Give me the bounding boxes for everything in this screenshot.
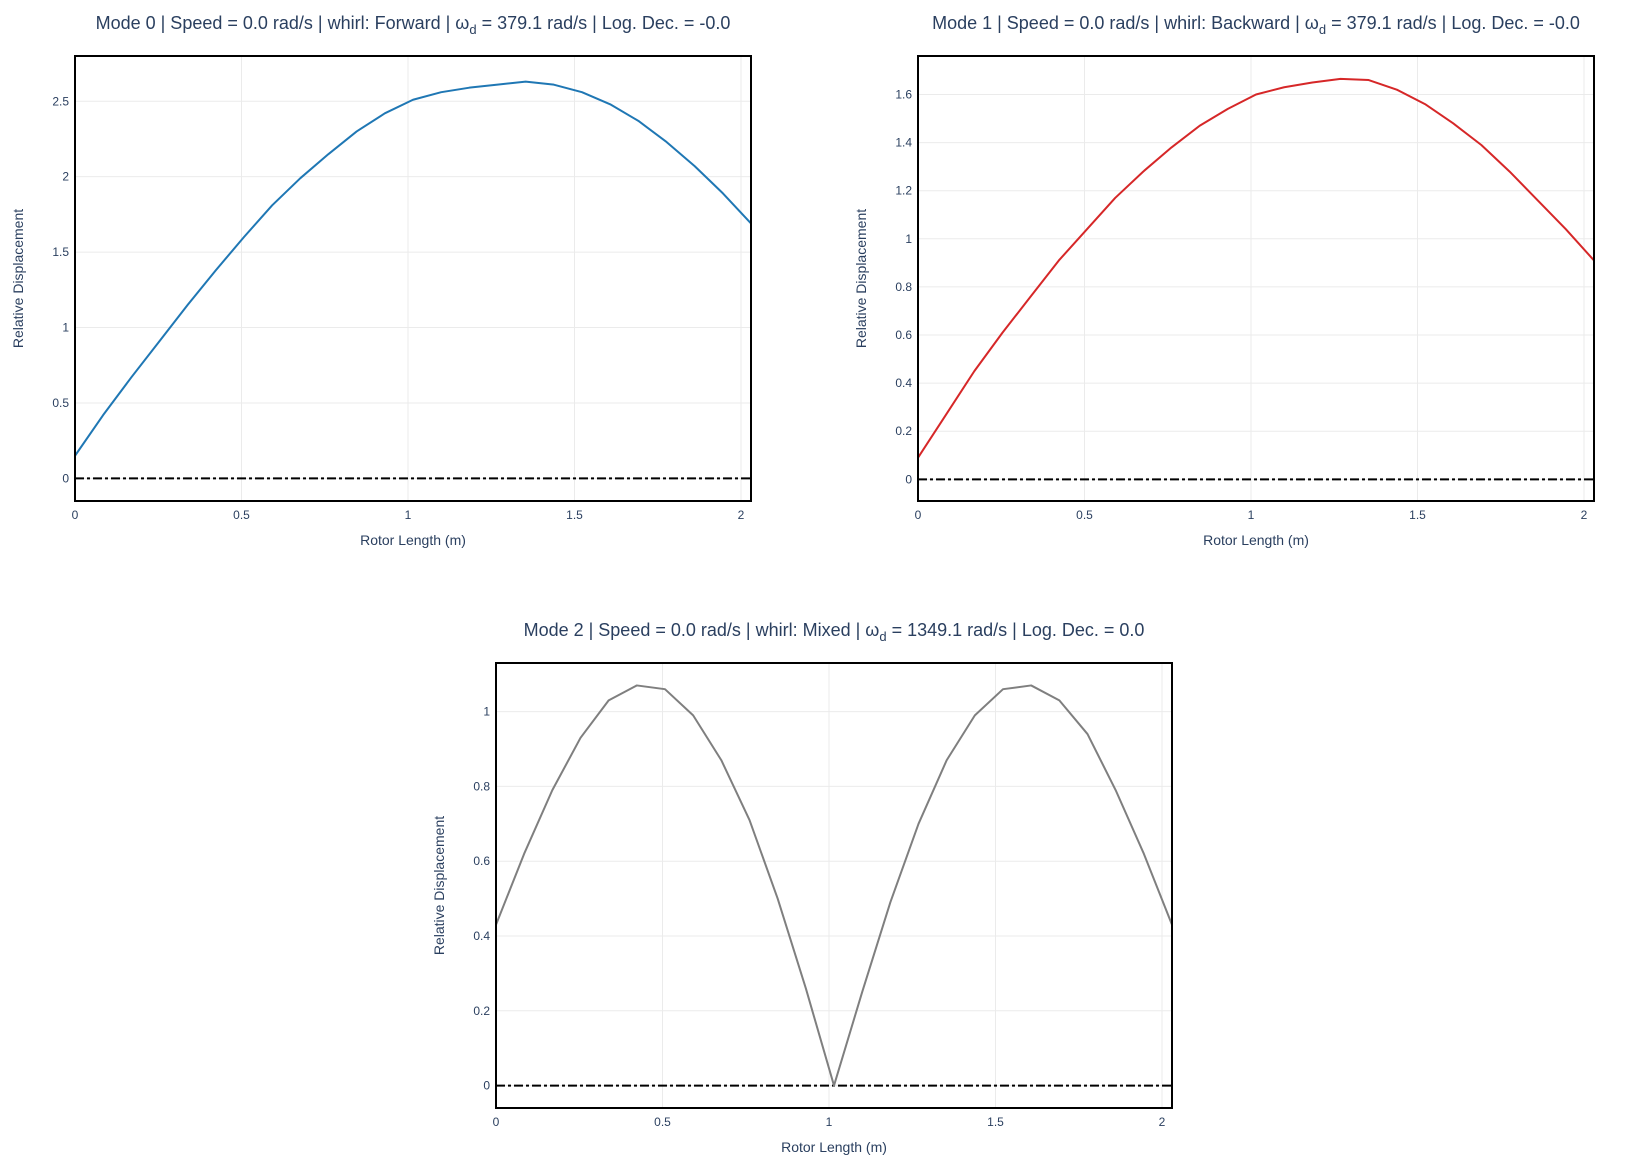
- y-tick-label-0-4: 0.4: [895, 376, 912, 390]
- y-tick-label-1: 1: [905, 232, 912, 246]
- mode-shape-line-1: [917, 77, 1595, 459]
- y-tick-label-1-5: 1.5: [52, 245, 69, 259]
- y-tick-label-0-4: 0.4: [473, 929, 490, 943]
- y-tick-label-0-2: 0.2: [473, 1004, 490, 1018]
- y-tick-label-0-5: 0.5: [52, 396, 69, 410]
- chart-title-prefix: Mode 1 | Speed = 0.0 rad/s | whirl: Back…: [932, 13, 1319, 33]
- y-tick-label-1: 1: [62, 321, 69, 335]
- y-axis-label: Relative Displacement: [853, 209, 869, 348]
- x-tick-label-0: 0: [493, 1115, 500, 1129]
- x-tick-label-1-5: 1.5: [987, 1115, 1004, 1129]
- y-axis-label: Relative Displacement: [10, 209, 26, 348]
- x-tick-label-0: 0: [915, 508, 922, 522]
- y-tick-label-2: 2: [62, 170, 69, 184]
- plot-area-frame: [74, 55, 752, 502]
- chart-title-suffix: = 379.1 rad/s | Log. Dec. = -0.0: [477, 13, 731, 33]
- chart-title-prefix: Mode 2 | Speed = 0.0 rad/s | whirl: Mixe…: [524, 620, 880, 640]
- x-tick-label-0-5: 0.5: [233, 508, 250, 522]
- chart-title-prefix: Mode 0 | Speed = 0.0 rad/s | whirl: Forw…: [96, 13, 470, 33]
- x-axis-label: Rotor Length (m): [360, 532, 466, 548]
- chart-title-suffix: = 1349.1 rad/s | Log. Dec. = 0.0: [887, 620, 1145, 640]
- chart-title-subscript: d: [879, 629, 886, 644]
- plot-area-frame: [917, 55, 1595, 502]
- y-tick-label-1: 1: [483, 705, 490, 719]
- y-tick-label-2-5: 2.5: [52, 94, 69, 108]
- y-tick-label-0-8: 0.8: [473, 779, 490, 793]
- x-axis-label: Rotor Length (m): [781, 1139, 887, 1155]
- y-tick-label-0-2: 0.2: [895, 424, 912, 438]
- x-tick-label-1: 1: [405, 508, 412, 522]
- x-tick-label-2: 2: [1159, 1115, 1166, 1129]
- y-tick-label-1-2: 1.2: [895, 184, 912, 198]
- x-tick-label-1-5: 1.5: [1409, 508, 1426, 522]
- chart-title-suffix: = 379.1 rad/s | Log. Dec. = -0.0: [1326, 13, 1580, 33]
- x-tick-label-2: 2: [1581, 508, 1588, 522]
- x-tick-label-1: 1: [1248, 508, 1255, 522]
- chart-title-subscript: d: [1319, 22, 1326, 37]
- x-tick-label-0-5: 0.5: [654, 1115, 671, 1129]
- chart-title-mode-1: Mode 1 | Speed = 0.0 rad/s | whirl: Back…: [932, 13, 1580, 37]
- y-tick-label-0: 0: [62, 471, 69, 485]
- plot-area-frame: [495, 662, 1173, 1109]
- chart-title-mode-2: Mode 2 | Speed = 0.0 rad/s | whirl: Mixe…: [524, 620, 1145, 644]
- y-tick-label-0-6: 0.6: [895, 328, 912, 342]
- chart-panel-mode-0: Mode 0 | Speed = 0.0 rad/s | whirl: Forw…: [10, 13, 752, 548]
- chart-panel-mode-2: Mode 2 | Speed = 0.0 rad/s | whirl: Mixe…: [431, 620, 1173, 1155]
- y-tick-label-1-4: 1.4: [895, 136, 912, 150]
- chart-title-subscript: d: [469, 22, 476, 37]
- y-tick-label-0-8: 0.8: [895, 280, 912, 294]
- y-tick-label-0: 0: [905, 472, 912, 486]
- x-tick-label-1-5: 1.5: [566, 508, 583, 522]
- y-tick-label-0-6: 0.6: [473, 854, 490, 868]
- y-tick-label-1-6: 1.6: [895, 87, 912, 101]
- x-tick-label-0: 0: [72, 508, 79, 522]
- chart-panel-mode-1: Mode 1 | Speed = 0.0 rad/s | whirl: Back…: [853, 13, 1595, 548]
- x-tick-label-2: 2: [738, 508, 745, 522]
- y-axis-label: Relative Displacement: [431, 816, 447, 955]
- x-tick-label-1: 1: [826, 1115, 833, 1129]
- mode-shape-line-0: [74, 80, 752, 457]
- x-axis-label: Rotor Length (m): [1203, 532, 1309, 548]
- x-tick-label-0-5: 0.5: [1076, 508, 1093, 522]
- y-tick-label-0: 0: [483, 1079, 490, 1093]
- mode-shape-line-2: [495, 684, 1173, 1087]
- chart-title-mode-0: Mode 0 | Speed = 0.0 rad/s | whirl: Forw…: [96, 13, 731, 37]
